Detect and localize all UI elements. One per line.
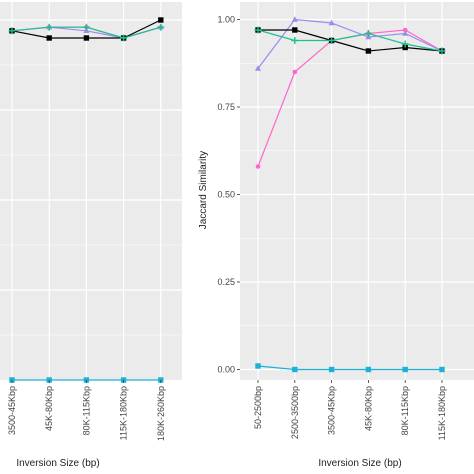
panel-1-series-4-point: [8, 27, 16, 35]
panel-2-y-tick-label: 1.00: [217, 15, 235, 25]
panel-2-x-tick-label: 50-2500bp: [253, 386, 263, 429]
panel-2-y-tick-label: 0.00: [217, 365, 235, 375]
panel-1-series-4-point: [45, 23, 53, 31]
panel-2-series-4-point: [401, 40, 409, 48]
panel-1-series-4-point: [82, 23, 90, 31]
panel-1-background: [0, 2, 182, 380]
panel-2-series-4-line: [257, 29, 443, 52]
panel-2-x-tick-label: 80K-115Kbp: [400, 386, 410, 435]
panel-2-series-4-point: [364, 30, 372, 37]
panel-2-series-4-point: [291, 37, 299, 44]
panel-2-background: [240, 2, 474, 380]
panel-1-x-tick-label: 115K-180Kbp: [119, 386, 129, 440]
panel-2-series-5-point: [365, 366, 372, 373]
panel-2-series-4-point: [254, 26, 262, 34]
panel-1-x-tick-label: 45K-80Kbp: [44, 386, 54, 431]
panel-2-series-5-point: [255, 363, 261, 369]
panel-1-series-3-point: [46, 35, 52, 41]
panel-1-x-tick-label: 3500-45Kbp: [7, 386, 17, 435]
panel-2-x-tick-label: 45K-80Kbp: [363, 386, 373, 431]
panel-2-series-3-point: [292, 27, 298, 33]
panel-1-series-3-point: [83, 35, 90, 41]
panel-2-x-tick-label: 2500-3500bp: [290, 386, 300, 439]
panel-2-series-3-line: [258, 29, 443, 52]
panel-2-series-5-point: [328, 366, 335, 373]
panel-2-series-1-point: [255, 164, 261, 169]
panel-1-x-tick-label: 180K-260Kbp: [156, 386, 166, 441]
panel-2-series-1-point: [292, 69, 298, 75]
panel-2-series-2-point: [255, 65, 261, 71]
panel-2-series-4-point: [438, 47, 446, 55]
panel-1-series-3-point: [158, 17, 164, 23]
panel-2-x-axis-title: Inversion Size (bp): [318, 458, 401, 469]
panel-2-series-2-point: [402, 30, 409, 36]
panel-1-series-4-point: [157, 23, 165, 31]
panel-2-series-1-point: [402, 27, 408, 33]
panel-2-y-axis-title: Jaccard Similarity: [198, 151, 209, 229]
panel-2-series-5-point: [439, 366, 445, 373]
panel-2-x-tick-label: 3500-45Kbp: [327, 386, 337, 435]
panel-2-series-2-point: [328, 19, 335, 26]
panel-2-series-2-point: [291, 16, 298, 22]
panel-2-series-2-line: [257, 18, 443, 69]
panel-2-y-tick-label: 0.25: [217, 277, 235, 287]
panel-1-x-tick-label: 80K-115Kbp: [81, 386, 91, 435]
panel-2-series-5-point: [292, 366, 298, 373]
panel-2-series-5-point: [402, 366, 408, 373]
panel-1-series-4-point: [120, 34, 128, 42]
panel-2-y-tick-label: 0.75: [217, 102, 235, 112]
panel-2-y-tick-label: 0.50: [217, 190, 235, 200]
panel-2-series-5-line: [257, 365, 442, 371]
panel-1-x-axis-title: Inversion Size (bp): [16, 458, 99, 469]
panel-2-series-3-point: [365, 48, 372, 54]
panel-2-series-4-point: [328, 37, 336, 44]
panel-2-x-tick-label: 115K-180Kbp: [437, 386, 447, 440]
